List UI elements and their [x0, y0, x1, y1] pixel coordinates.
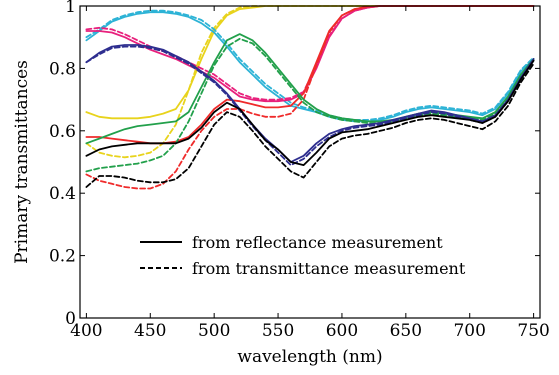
y-tick-label: 1	[65, 0, 76, 17]
x-axis-title: wavelength (nm)	[237, 347, 382, 367]
tick-layer: 400 450 500 550 600 650 700 750 0 0.2 0.4 0.6 0.8 1	[49, 0, 550, 341]
y-tick-label: 0.6	[49, 122, 76, 142]
x-tick-label: 500	[198, 321, 230, 341]
x-tick-label: 700	[453, 321, 485, 341]
y-tick-label: 0	[65, 309, 76, 329]
x-tick-label: 750	[517, 321, 549, 341]
x-tick-label: 400	[70, 321, 102, 341]
legend: from reflectance measurement from transm…	[140, 233, 466, 278]
plot-frame	[79, 5, 541, 319]
y-tick-label: 0.8	[49, 59, 76, 79]
series-line-12	[85, 59, 535, 166]
y-tick-label: 0.4	[49, 184, 76, 204]
x-tick-label: 600	[326, 321, 358, 341]
legend-entry-reflectance: from reflectance measurement	[192, 233, 443, 252]
series-line-3	[85, 9, 535, 121]
series-layer	[85, 5, 535, 190]
x-tick-label: 550	[262, 321, 294, 341]
x-tick-label: 450	[134, 321, 166, 341]
y-axis-title: Primary transmittances	[12, 60, 32, 264]
legend-entry-transmittance: from transmittance measurement	[192, 259, 466, 278]
series-line-13	[85, 62, 535, 188]
y-tick-label: 0.2	[49, 247, 76, 267]
series-line-10	[85, 44, 535, 163]
x-tick-label: 650	[390, 321, 422, 341]
series-line-2	[85, 11, 535, 123]
series-line-11	[85, 45, 535, 166]
